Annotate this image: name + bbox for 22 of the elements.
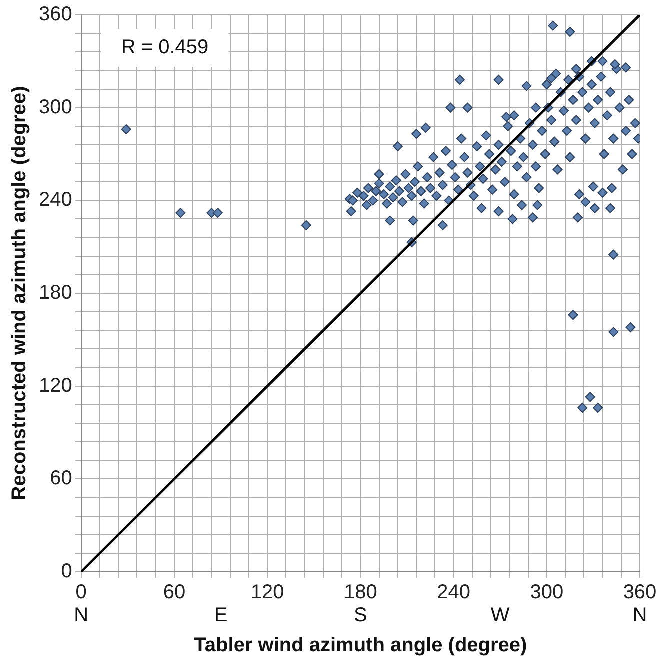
x-tick-label: 360: [623, 582, 657, 604]
annotation: R = 0.459: [121, 36, 209, 59]
text: N: [632, 604, 648, 627]
y-axis-title: Reconstructed wind azimuth angle (degree): [8, 86, 31, 501]
text: S: [354, 604, 368, 627]
text: W: [490, 604, 510, 627]
x-axis-title: Tabler wind azimuth angle (degree): [194, 634, 528, 657]
x-tick-label: 120: [250, 582, 284, 604]
x-tick-label: 180: [344, 582, 378, 604]
y-tick-label: 240: [38, 189, 72, 212]
y-tick-label: 360: [38, 4, 72, 26]
y-tick-label: 0: [61, 560, 72, 583]
y-tick-label: 60: [50, 468, 72, 490]
y-tick-label: 180: [38, 282, 72, 304]
text: N: [74, 604, 89, 627]
x-tick-label: 60: [163, 582, 186, 604]
x-tick-label: 300: [530, 582, 564, 604]
text: E: [214, 604, 228, 627]
y-tick-label: 300: [38, 96, 72, 118]
x-tick-label: 240: [437, 582, 470, 604]
y-tick-label: 120: [38, 374, 72, 397]
x-tick-label: 0: [76, 582, 87, 604]
